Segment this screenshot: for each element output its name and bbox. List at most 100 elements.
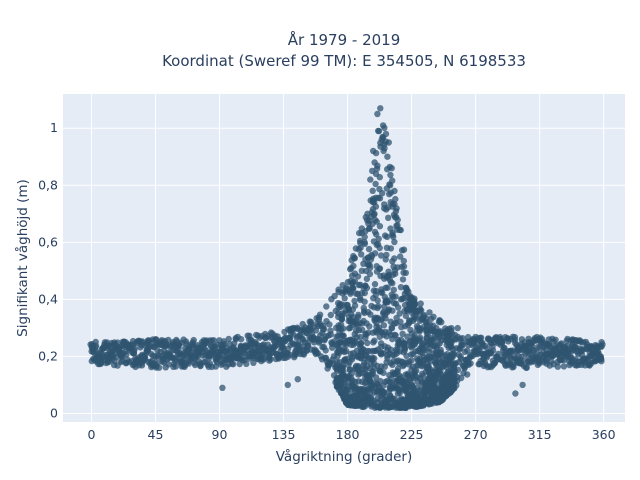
data-point	[390, 286, 397, 294]
data-point	[358, 251, 365, 258]
data-point	[152, 353, 159, 360]
x-tick-label: 45	[148, 427, 164, 442]
data-point	[366, 264, 374, 272]
data-point	[392, 195, 399, 203]
data-point	[301, 338, 309, 346]
data-point	[396, 310, 403, 317]
data-point	[371, 210, 378, 218]
data-point	[341, 310, 348, 317]
data-point	[586, 353, 593, 360]
data-point	[543, 356, 550, 363]
data-point	[376, 244, 383, 252]
data-point	[397, 284, 405, 291]
data-point	[180, 356, 188, 363]
data-point	[564, 350, 572, 357]
data-point	[397, 253, 404, 260]
x-tick-label: 360	[592, 427, 616, 442]
data-point	[338, 316, 346, 323]
data-point	[382, 130, 390, 138]
data-point	[387, 245, 395, 252]
data-point	[529, 353, 536, 360]
data-point	[371, 159, 378, 166]
data-point	[536, 344, 543, 351]
data-point	[350, 285, 357, 292]
data-point	[372, 374, 380, 381]
y-tick-label: 0	[50, 405, 58, 420]
data-point	[402, 344, 409, 351]
data-point	[223, 356, 230, 363]
data-point	[394, 222, 401, 229]
data-point	[372, 203, 380, 210]
y-tick-label: 0,6	[38, 234, 58, 249]
data-point	[284, 381, 291, 389]
data-point	[361, 298, 368, 305]
data-point	[387, 346, 394, 353]
data-point	[320, 325, 328, 333]
data-point	[412, 307, 420, 314]
data-point	[426, 309, 433, 316]
data-point	[391, 255, 398, 262]
data-point	[500, 344, 508, 351]
data-point	[364, 210, 371, 217]
data-point	[400, 263, 408, 270]
data-point	[273, 341, 280, 349]
data-point	[380, 322, 388, 329]
data-point	[377, 252, 385, 259]
data-point	[374, 297, 381, 304]
data-point	[402, 312, 410, 320]
data-point	[572, 356, 579, 363]
data-point	[351, 302, 359, 309]
data-point	[315, 336, 323, 343]
data-point	[123, 356, 131, 363]
data-point	[361, 239, 368, 246]
data-point	[155, 364, 163, 371]
data-point	[366, 270, 374, 278]
x-tick-label: 90	[212, 427, 228, 442]
data-point	[454, 324, 461, 332]
data-point	[350, 279, 357, 286]
y-tick-label: 0,4	[38, 291, 58, 306]
x-tick-label: 0	[87, 427, 95, 442]
data-point	[267, 356, 274, 363]
data-point	[372, 180, 379, 188]
data-point	[397, 226, 404, 234]
data-point	[402, 269, 409, 277]
x-tick-label: 135	[272, 427, 296, 442]
data-point	[244, 353, 252, 360]
data-point	[237, 336, 245, 343]
data-point	[371, 355, 378, 362]
data-point	[465, 338, 472, 346]
data-point	[251, 347, 259, 354]
data-point	[390, 233, 397, 240]
data-point	[376, 195, 384, 202]
data-point	[523, 364, 530, 371]
data-point	[365, 245, 373, 253]
data-point	[367, 311, 374, 318]
data-point	[377, 105, 384, 112]
data-point	[458, 338, 465, 346]
data-point	[159, 356, 166, 363]
data-point	[237, 347, 244, 354]
data-point	[138, 353, 145, 360]
data-point	[429, 327, 437, 334]
data-point	[367, 176, 374, 183]
data-point	[358, 267, 365, 274]
data-point	[355, 281, 363, 289]
x-axis-title: Vågriktning (grader)	[276, 448, 413, 465]
data-point	[370, 147, 377, 155]
data-point	[394, 216, 401, 224]
data-point	[356, 294, 364, 302]
data-point	[323, 333, 330, 340]
data-point	[361, 289, 368, 297]
data-point	[210, 337, 217, 344]
data-point	[202, 358, 209, 366]
y-tick-label: 1	[50, 120, 58, 135]
data-point	[363, 284, 371, 292]
data-point	[395, 304, 402, 311]
data-point	[381, 145, 388, 152]
data-point	[322, 354, 330, 362]
data-point	[515, 347, 522, 354]
data-point	[357, 333, 364, 341]
data-point	[364, 339, 371, 347]
